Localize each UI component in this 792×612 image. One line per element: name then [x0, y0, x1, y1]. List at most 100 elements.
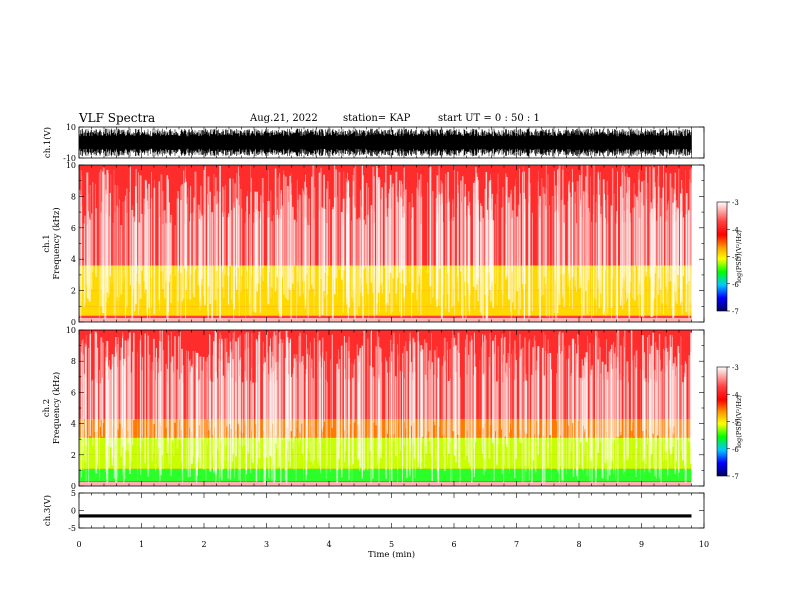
spectrogram-streak	[601, 361, 604, 479]
spectrogram-streak	[106, 341, 109, 485]
spectrogram-streak	[305, 334, 307, 427]
spectrogram-streak	[673, 222, 676, 317]
spectrogram-streak	[152, 370, 154, 454]
spectrogram-streak	[547, 174, 549, 318]
spectrogram-streak	[305, 174, 306, 306]
spectrogram-streak	[81, 197, 82, 294]
spectrogram-streak	[485, 339, 487, 470]
spectrogram-streak	[400, 180, 402, 317]
spectrogram-streak	[287, 201, 290, 288]
spectrogram-streak	[390, 361, 393, 486]
spectrogram-streak	[656, 381, 657, 479]
x-tick-label: 8	[576, 540, 581, 549]
spectrogram-streak	[161, 330, 164, 456]
spectrogram-streak	[484, 334, 486, 472]
spectrogram-streak	[278, 218, 280, 312]
spectrogram-streak	[129, 192, 131, 269]
spectrogram-streak	[567, 201, 570, 286]
spectrogram-streak	[534, 340, 536, 469]
spectrogram-streak	[192, 212, 195, 294]
spectrogram-streak	[431, 362, 433, 481]
spectrogram-streak	[671, 334, 673, 454]
spectrogram-streak	[397, 344, 399, 483]
spectrogram-streak	[598, 194, 601, 308]
spectrogram-streak	[298, 336, 300, 445]
y-tick-label: 10	[66, 161, 76, 170]
spectrogram-streak	[522, 172, 523, 284]
spectrogram-streak	[217, 377, 218, 449]
spectrogram-streak	[630, 221, 632, 294]
spectrogram-streak	[340, 211, 343, 280]
spectrogram-streak	[443, 361, 445, 435]
spectrogram-streak	[528, 339, 531, 481]
spectrogram-streak	[634, 194, 637, 301]
spectrogram-streak	[314, 187, 316, 296]
spectrogram-streak	[259, 211, 261, 270]
spectrogram-streak	[688, 355, 690, 443]
spectrogram-streak	[511, 210, 514, 303]
spectrogram-streak	[376, 167, 378, 304]
spectrogram-streak	[82, 354, 85, 452]
spectrogram-streak	[99, 169, 102, 307]
spectrogram-streak	[593, 344, 594, 466]
spectrogram-streak	[385, 207, 387, 269]
spectrogram-streak	[600, 373, 602, 443]
spectrogram-streak	[617, 330, 620, 437]
spectrogram-streak	[224, 184, 226, 275]
colorbar-label: log(PSD)(V²/Hz)	[735, 230, 743, 283]
spectrogram-streak	[326, 223, 328, 295]
spectrogram-streak	[605, 365, 607, 480]
spectrogram-streak	[665, 222, 667, 274]
spectrogram-streak	[586, 165, 589, 315]
spectrogram-streak	[143, 198, 146, 282]
spectrogram-streak	[640, 192, 641, 295]
spectrogram-streak	[502, 207, 504, 308]
spectrogram-streak	[473, 354, 476, 473]
spectrogram-streak	[131, 209, 134, 321]
x-tick-label: 2	[201, 540, 206, 549]
spectrogram-streak	[537, 370, 539, 456]
spectrogram-streak	[323, 209, 326, 273]
spectrogram-streak	[188, 187, 190, 280]
spectrogram-streak	[115, 373, 116, 480]
spectrogram-streak	[464, 196, 467, 282]
spectrogram-streak	[168, 340, 170, 464]
spectrogram-streak	[633, 182, 635, 271]
y-tick-label: 4	[71, 255, 76, 264]
spectrogram-streak	[151, 171, 152, 308]
spectrogram-streak	[650, 345, 653, 455]
spectrogram-streak	[268, 170, 269, 294]
spectrogram-streak	[288, 374, 290, 462]
spectrogram-streak	[403, 165, 405, 298]
spectrogram-streak	[112, 222, 114, 282]
spectrogram-streak	[296, 378, 298, 429]
spectrogram-streak	[593, 195, 594, 306]
spectrogram-streak	[571, 373, 572, 442]
spectrogram-streak	[477, 204, 479, 280]
spectrogram-streak	[108, 216, 110, 295]
spectrogram-streak	[392, 332, 395, 435]
spectrogram-streak	[206, 376, 208, 445]
spectrogram-streak	[658, 333, 661, 478]
spectrogram-streak	[627, 381, 629, 457]
spectrogram-streak	[189, 360, 191, 428]
spectrogram-streak	[505, 224, 507, 278]
spectrogram-streak	[281, 205, 283, 278]
spectrogram-streak	[377, 336, 379, 456]
spectrogram-streak	[351, 377, 354, 465]
spectrogram-streak	[272, 214, 274, 306]
spectrogram-streak	[615, 211, 618, 315]
spectrogram-streak	[379, 348, 382, 459]
spectrogram-streak	[229, 354, 232, 480]
spectrogram-streak	[558, 165, 561, 305]
spectrogram-streak	[634, 207, 636, 301]
spectrogram-streak	[312, 378, 314, 466]
spectrogram-streak	[492, 340, 494, 443]
spectrogram-streak	[528, 195, 531, 299]
spectrogram-streak	[667, 204, 669, 310]
colorbar-tick-label: -3	[732, 364, 739, 372]
spectrogram-streak	[544, 334, 546, 485]
spectrogram-streak	[501, 207, 503, 291]
spectrogram-streak	[114, 184, 117, 319]
spectrogram-streak	[408, 340, 411, 476]
